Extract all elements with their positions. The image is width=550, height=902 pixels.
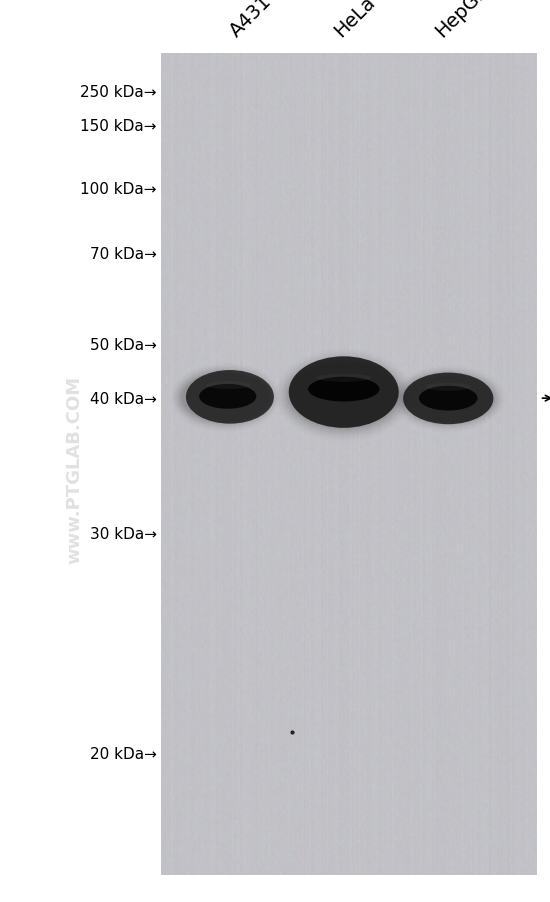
Ellipse shape [289,364,399,428]
Ellipse shape [186,371,274,424]
Ellipse shape [308,377,380,402]
Text: 100 kDa→: 100 kDa→ [80,182,157,197]
Ellipse shape [403,376,493,423]
Ellipse shape [402,374,495,424]
Text: 30 kDa→: 30 kDa→ [90,527,157,541]
Ellipse shape [400,373,497,426]
Text: 150 kDa→: 150 kDa→ [80,119,157,133]
Ellipse shape [316,374,371,382]
Ellipse shape [199,384,256,410]
Ellipse shape [177,369,274,427]
Text: 70 kDa→: 70 kDa→ [90,247,157,262]
Text: 250 kDa→: 250 kDa→ [80,85,157,99]
Text: HeLa: HeLa [331,0,378,41]
Ellipse shape [419,386,477,411]
Text: 50 kDa→: 50 kDa→ [90,338,157,353]
Ellipse shape [287,361,401,430]
Ellipse shape [426,383,471,391]
Ellipse shape [207,382,251,390]
Text: 40 kDa→: 40 kDa→ [90,391,157,406]
Ellipse shape [180,373,271,424]
Ellipse shape [285,359,403,432]
Text: 20 kDa→: 20 kDa→ [90,746,157,760]
Ellipse shape [178,371,273,426]
Text: HepG2: HepG2 [432,0,492,41]
Ellipse shape [398,372,498,427]
Ellipse shape [289,357,399,428]
Text: www.PTGLAB.COM: www.PTGLAB.COM [65,375,83,563]
Ellipse shape [283,357,405,434]
Text: A431: A431 [226,0,275,41]
Ellipse shape [182,373,270,422]
Ellipse shape [403,373,493,425]
